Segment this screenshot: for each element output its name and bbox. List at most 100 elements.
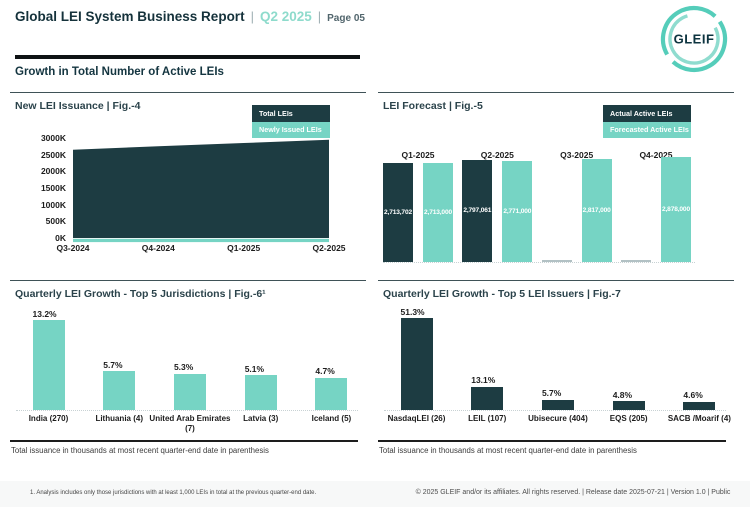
legend-item-total-leis: Total LEIs bbox=[252, 105, 330, 122]
growth-bar bbox=[612, 401, 645, 410]
percent-label: 13.2% bbox=[32, 308, 57, 319]
gleif-logo-outer-ring bbox=[660, 5, 728, 73]
gleif-logo-text: GLEIF bbox=[674, 32, 715, 47]
bar-value-label: 2,713,000 bbox=[424, 209, 452, 216]
bar-value-label: 2,878,000 bbox=[661, 206, 690, 213]
fig6-panel: Quarterly LEI Growth - Top 5 Jurisdictio… bbox=[10, 280, 366, 458]
category-label: SACB /Moarif (4) bbox=[667, 414, 731, 423]
copyright: © 2025 GLEIF and/or its affiliates. All … bbox=[415, 489, 731, 496]
bar-value-label: 2,797,061 bbox=[463, 207, 492, 215]
gleif-logo: GLEIF bbox=[660, 5, 728, 73]
growth-bar bbox=[32, 320, 65, 410]
fig5-legend: Actual Active LEIs Forecasted Active LEI… bbox=[603, 105, 691, 138]
fig4-axes-layer: 3000K 2500K 2000K 1500K 1000K 500K 0K Q3-2024 Q4… bbox=[10, 93, 366, 278]
growth-bar bbox=[315, 377, 348, 410]
percent-label: 13.1% bbox=[471, 375, 496, 385]
chart-baseline bbox=[16, 410, 358, 411]
report-header: Global LEI System Business Report | Q2 2… bbox=[15, 9, 365, 24]
page-number: Page 05 bbox=[327, 13, 365, 24]
y-axis-tick-label: 3000K bbox=[40, 133, 66, 143]
header-separator: | bbox=[317, 9, 322, 24]
growth-bar bbox=[244, 375, 277, 410]
legend-item-forecasted-active-leis: Forecasted Active LEIs bbox=[603, 121, 691, 138]
chart-baseline bbox=[384, 410, 726, 411]
report-title: Global LEI System Business Report bbox=[15, 9, 245, 24]
percent-label: 5.7% bbox=[541, 388, 562, 399]
percent-label: 51.3% bbox=[400, 306, 425, 317]
category-label: Latvia (3) bbox=[243, 414, 279, 423]
fig4-area-chart bbox=[73, 139, 329, 243]
forecasted-active-leis-bar: 2,713,000 bbox=[423, 163, 453, 262]
growth-bar bbox=[400, 318, 433, 410]
legend-item-actual-active-leis: Actual Active LEIs bbox=[603, 105, 691, 122]
y-axis-tick-label: 0K bbox=[55, 233, 66, 243]
quarter-label: Q1-2025 bbox=[401, 150, 435, 160]
actual-active-leis-bar: 2,797,061 bbox=[462, 159, 493, 262]
fig5-panel: LEI Forecast | Fig.-5 Actual Active LEIs… bbox=[378, 92, 734, 278]
section-title: Growth in Total Number of Active LEIs bbox=[15, 66, 224, 78]
chart-baseline bbox=[383, 262, 695, 263]
newly-issued-leis-strip bbox=[73, 238, 329, 243]
fig5-title: LEI Forecast | Fig.-5 bbox=[383, 100, 483, 112]
y-axis-tick-label: 2500K bbox=[40, 149, 66, 160]
note-divider bbox=[378, 440, 726, 442]
category-label: Lithuania (4) bbox=[95, 414, 143, 423]
y-axis-tick-label: 1000K bbox=[40, 199, 66, 210]
x-axis-label: Q4-2024 bbox=[141, 243, 175, 253]
bar-value-label: 2,817,000 bbox=[582, 207, 611, 215]
footer-band bbox=[0, 481, 750, 507]
category-label: NasdaqLEI (26) bbox=[387, 414, 446, 423]
percent-label: 4.8% bbox=[612, 389, 633, 400]
bar-value-label: 2,713,702 bbox=[384, 208, 412, 216]
total-leis-area bbox=[73, 139, 329, 238]
fig4-panel: New LEI Issuance | Fig.-4 Total LEIs New… bbox=[10, 92, 366, 278]
category-label: Iceland (5) bbox=[311, 414, 352, 423]
percent-label: 4.7% bbox=[315, 366, 335, 377]
note-divider bbox=[10, 440, 358, 442]
percent-label: 5.1% bbox=[244, 363, 265, 374]
forecasted-active-leis-bar: 2,771,000 bbox=[502, 160, 533, 262]
quarter-label: Q2-2025 bbox=[480, 150, 514, 160]
quarter-label: Q3-2025 bbox=[560, 150, 594, 160]
category-label: LEIL (107) bbox=[468, 414, 507, 423]
x-axis-label: Q2-2025 bbox=[312, 243, 346, 253]
x-axis-label: Q3-2024 bbox=[56, 243, 90, 253]
no-actual-dash bbox=[620, 260, 651, 262]
growth-bar bbox=[471, 386, 504, 410]
forecasted-active-leis-bar: 2,878,000 bbox=[660, 157, 691, 262]
percent-label: 4.6% bbox=[683, 390, 703, 401]
fig7-title: Quarterly LEI Growth - Top 5 LEI Issuers… bbox=[383, 288, 621, 300]
fig6-bar-chart: 13.2% India (270) 5.7% Lithuania (4) 5.3% Uni… bbox=[10, 281, 366, 458]
fig7-bar-chart: 51.3% NasdaqLEI (26) 13.1% LEIL (107) 5.7% Ub… bbox=[378, 281, 734, 458]
category-label: India (270) bbox=[28, 414, 69, 423]
header-separator: | bbox=[250, 9, 254, 24]
fig6-title: Quarterly LEI Growth - Top 5 Jurisdictio… bbox=[15, 288, 266, 300]
category-label: United Arab Emirates (7) bbox=[149, 414, 231, 433]
fig7-note: Total issuance in thousands at most rece… bbox=[379, 446, 637, 455]
fig4-title: New LEI Issuance | Fig.-4 bbox=[15, 100, 141, 112]
y-axis-tick-label: 500K bbox=[45, 216, 66, 227]
forecasted-active-leis-bar: 2,817,000 bbox=[581, 159, 612, 262]
fig7-panel: Quarterly LEI Growth - Top 5 LEI Issuers… bbox=[378, 280, 734, 458]
category-label: Ubisecure (404) bbox=[528, 414, 588, 423]
growth-bar bbox=[103, 371, 136, 410]
actual-active-leis-bar: 2,713,702 bbox=[383, 162, 413, 262]
growth-bar bbox=[173, 373, 206, 410]
y-axis-tick-label: 1500K bbox=[40, 183, 66, 193]
growth-bar bbox=[541, 399, 574, 410]
percent-label: 5.7% bbox=[103, 359, 123, 370]
header-divider bbox=[15, 55, 360, 59]
category-label: EQS (205) bbox=[609, 414, 648, 423]
fig6-note: Total issuance in thousands at most rece… bbox=[11, 446, 269, 455]
report-quarter: Q2 2025 bbox=[259, 9, 312, 24]
x-axis-label: Q1-2025 bbox=[227, 243, 261, 253]
footnote: 1. Analysis includes only those jurisdic… bbox=[30, 490, 317, 496]
fig4-legend: Total LEIs Newly Issued LEIs bbox=[252, 105, 330, 138]
fig5-bar-chart: Q1-2025 2,713,702 2,713,000 Q2-2025 2,797,06… bbox=[378, 93, 734, 278]
y-axis-tick-label: 2000K bbox=[40, 166, 66, 177]
percent-label: 5.3% bbox=[173, 362, 194, 373]
growth-bar bbox=[683, 401, 716, 410]
quarter-label: Q4-2025 bbox=[639, 150, 673, 160]
no-actual-dash bbox=[541, 260, 572, 262]
